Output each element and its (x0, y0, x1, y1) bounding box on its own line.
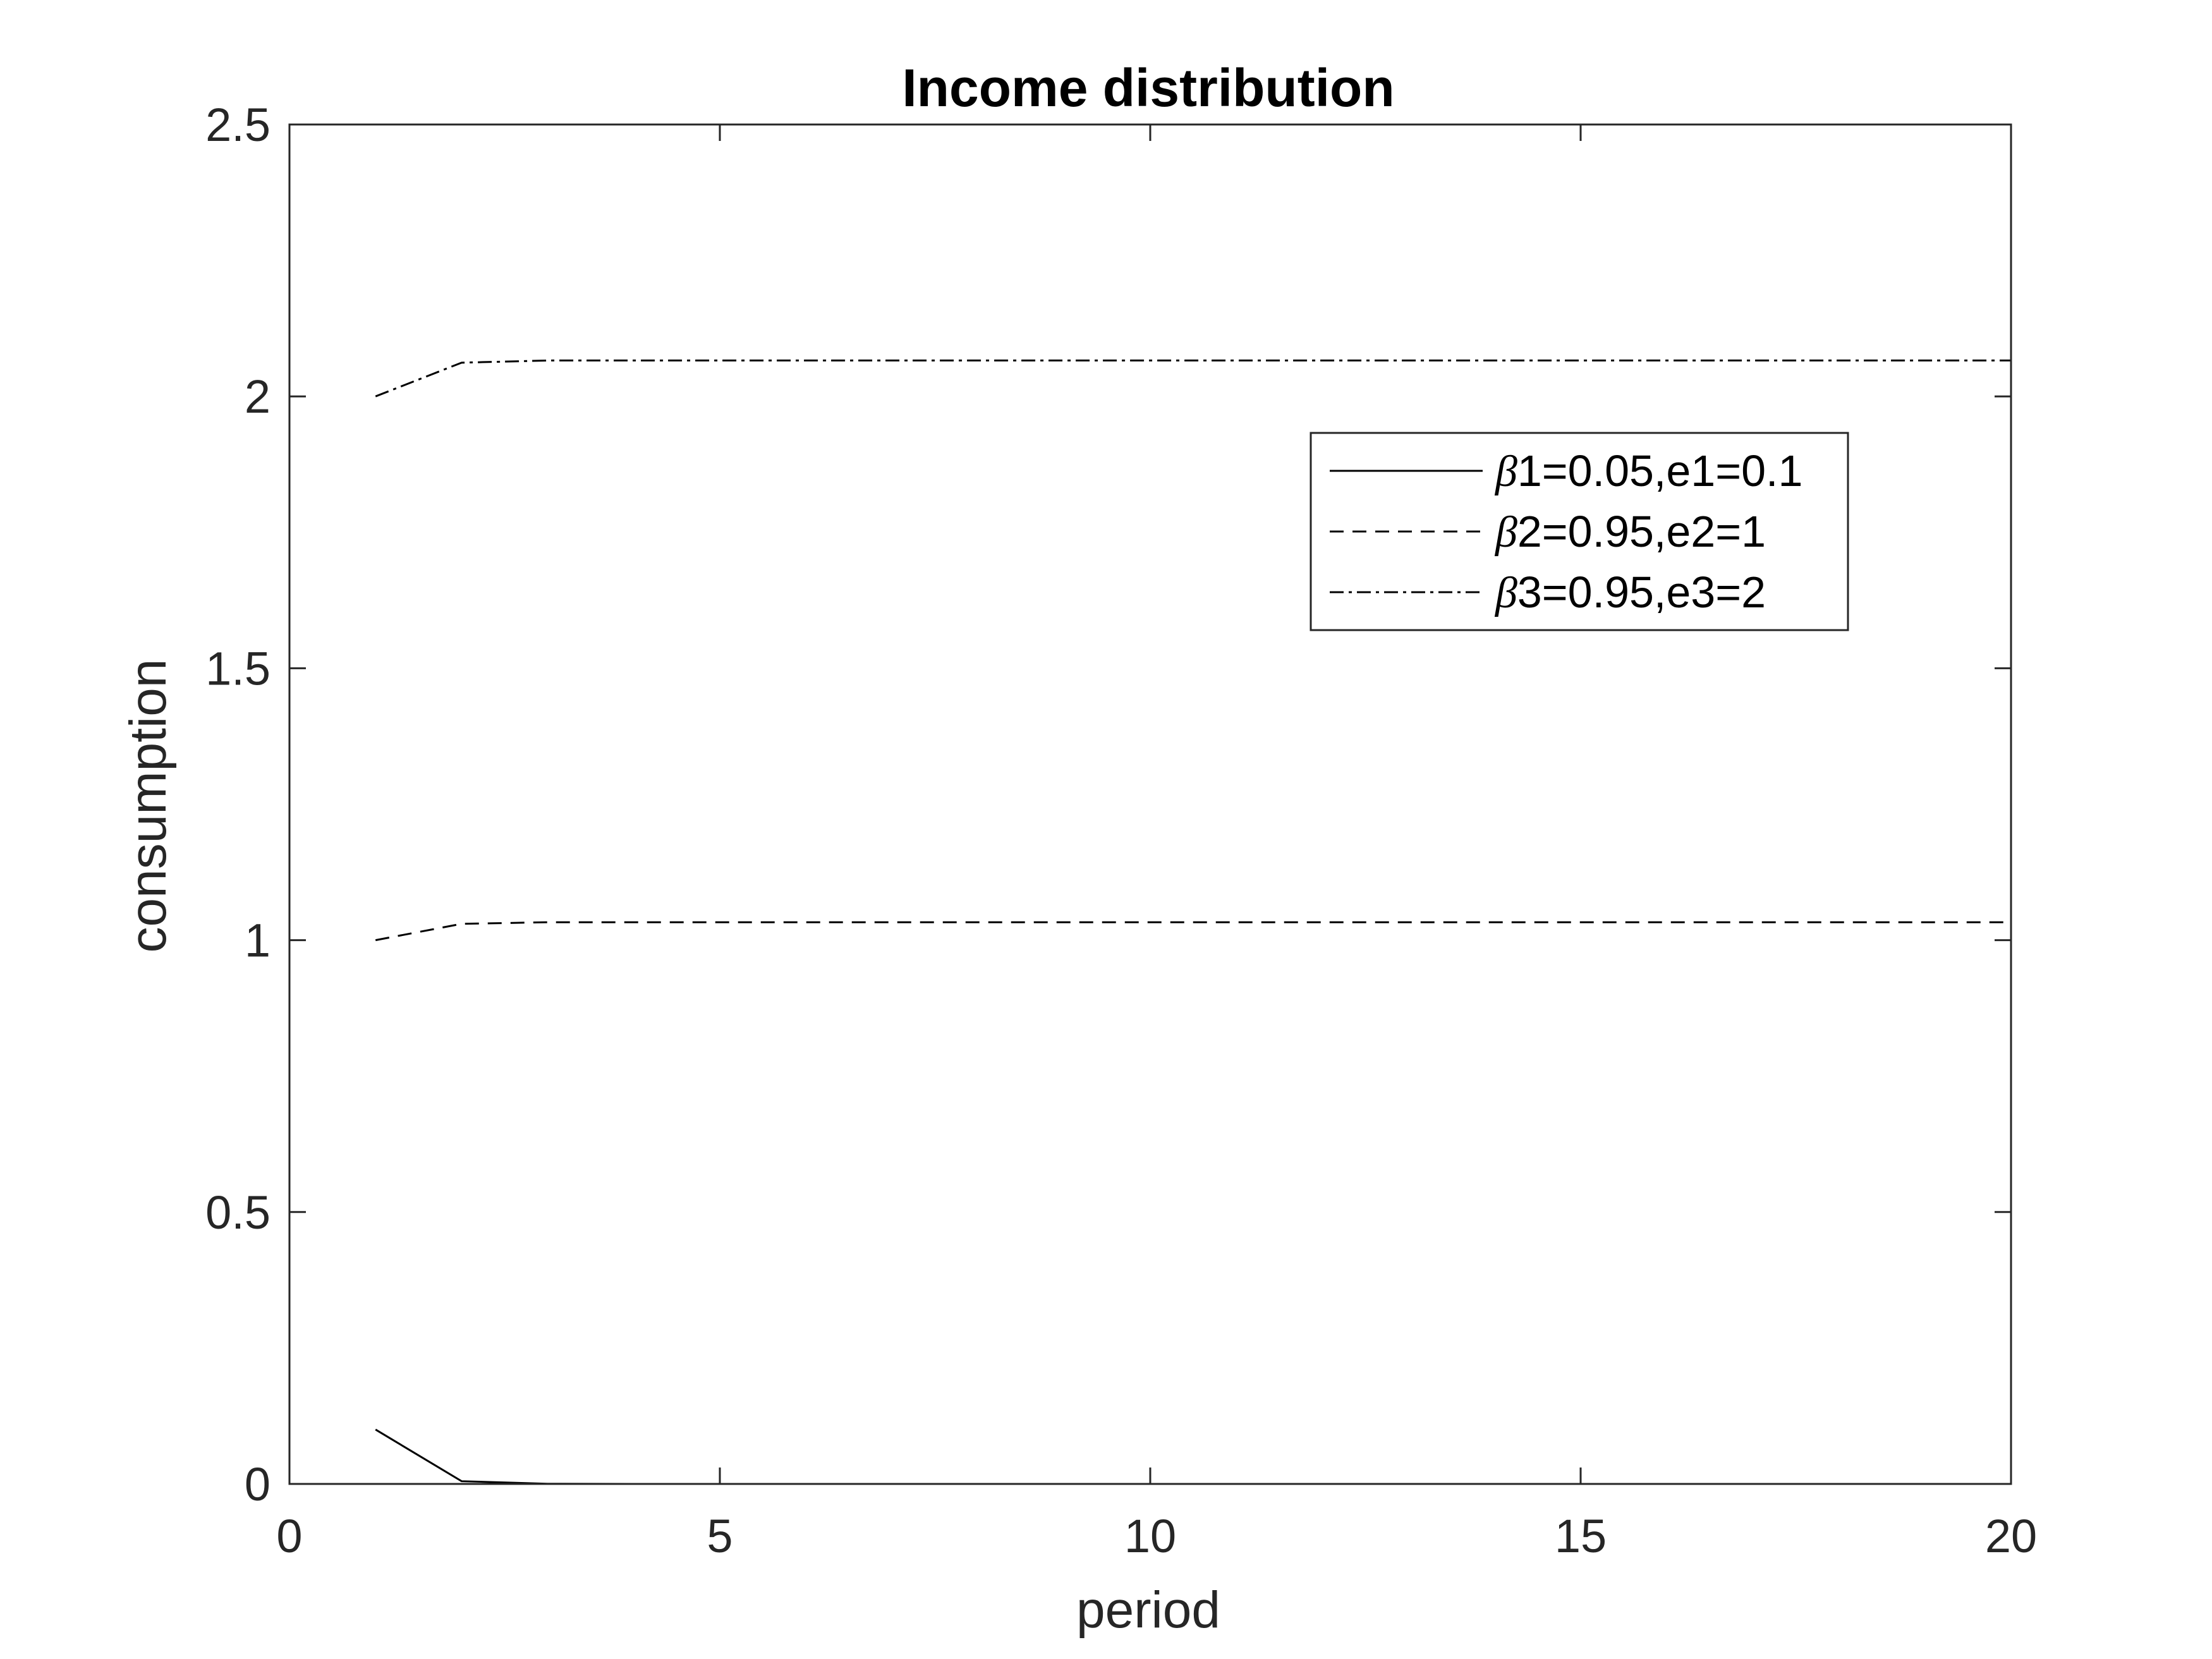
x-tick-label: 10 (1124, 1510, 1176, 1562)
x-axis-label: period (1076, 1581, 1220, 1639)
y-tick-label: 1.5 (205, 642, 270, 695)
x-tick-label: 15 (1555, 1510, 1607, 1562)
x-tick-label: 20 (1985, 1510, 2037, 1562)
legend-entry-2: β2=0.95,e2=1 (1494, 507, 1766, 557)
y-axis-label: consumption (119, 659, 177, 953)
chart-title: Income distribution (902, 58, 1394, 118)
y-tick-label: 0.5 (205, 1186, 270, 1239)
legend: β1=0.05,e1=0.1 β2=0.95,e2=1 β3=0.95,e3=2 (1311, 433, 1848, 630)
x-tick-label: 0 (276, 1510, 302, 1562)
y-tick-label: 2 (245, 370, 270, 423)
legend-entry-3: β3=0.95,e3=2 (1494, 568, 1766, 617)
y-tick-label: 2.5 (205, 99, 270, 151)
y-tick-label: 0 (245, 1458, 270, 1510)
x-tick-label: 5 (707, 1510, 732, 1562)
y-tick-label: 1 (245, 915, 270, 967)
legend-entry-1: β1=0.05,e1=0.1 (1494, 446, 1802, 496)
